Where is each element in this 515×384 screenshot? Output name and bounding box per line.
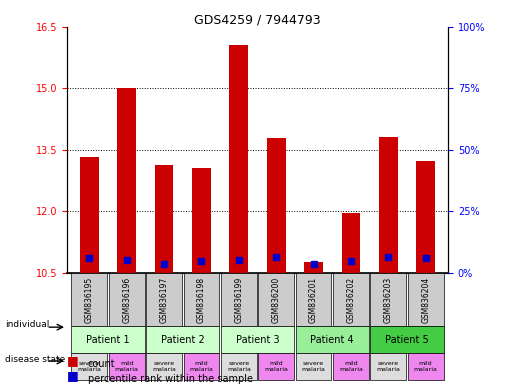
- FancyBboxPatch shape: [370, 353, 406, 380]
- FancyBboxPatch shape: [258, 273, 294, 326]
- FancyBboxPatch shape: [146, 353, 182, 380]
- Bar: [267, 138, 285, 273]
- Text: Patient 2: Patient 2: [161, 335, 204, 345]
- Text: GSM836196: GSM836196: [122, 276, 131, 323]
- Text: GDS4259 / 7944793: GDS4259 / 7944793: [194, 13, 321, 26]
- Text: severe
malaria: severe malaria: [152, 361, 176, 372]
- FancyBboxPatch shape: [72, 273, 107, 326]
- Bar: [416, 161, 435, 273]
- Bar: [154, 166, 174, 273]
- FancyBboxPatch shape: [146, 326, 219, 353]
- Text: GSM836201: GSM836201: [309, 276, 318, 323]
- Text: Patient 4: Patient 4: [311, 335, 354, 345]
- Bar: [80, 157, 99, 273]
- FancyBboxPatch shape: [296, 353, 332, 380]
- FancyBboxPatch shape: [370, 326, 443, 353]
- Text: individual: individual: [5, 320, 49, 329]
- FancyBboxPatch shape: [370, 273, 406, 326]
- Text: count: count: [88, 359, 115, 369]
- FancyBboxPatch shape: [258, 353, 294, 380]
- Bar: [230, 45, 248, 273]
- Text: mild
malaria: mild malaria: [414, 361, 438, 372]
- Text: GSM836203: GSM836203: [384, 276, 393, 323]
- Text: GSM836198: GSM836198: [197, 276, 206, 323]
- Text: mild
malaria: mild malaria: [190, 361, 213, 372]
- Bar: [341, 213, 360, 273]
- FancyBboxPatch shape: [333, 273, 369, 326]
- Text: GSM836195: GSM836195: [85, 276, 94, 323]
- Text: Patient 1: Patient 1: [86, 335, 130, 345]
- FancyBboxPatch shape: [183, 353, 219, 380]
- FancyBboxPatch shape: [183, 273, 219, 326]
- Text: Patient 3: Patient 3: [236, 335, 279, 345]
- FancyBboxPatch shape: [296, 273, 332, 326]
- Bar: [379, 137, 398, 273]
- FancyBboxPatch shape: [408, 273, 443, 326]
- Text: Patient 5: Patient 5: [385, 335, 429, 345]
- FancyBboxPatch shape: [221, 353, 257, 380]
- Text: severe
malaria: severe malaria: [376, 361, 400, 372]
- Text: severe
malaria: severe malaria: [77, 361, 101, 372]
- Text: ■: ■: [67, 369, 79, 382]
- Bar: [192, 168, 211, 273]
- Text: GSM836204: GSM836204: [421, 276, 430, 323]
- FancyBboxPatch shape: [109, 353, 145, 380]
- Bar: [304, 262, 323, 273]
- FancyBboxPatch shape: [146, 273, 182, 326]
- FancyBboxPatch shape: [72, 326, 145, 353]
- Text: GSM836199: GSM836199: [234, 276, 243, 323]
- FancyBboxPatch shape: [296, 326, 369, 353]
- FancyBboxPatch shape: [408, 353, 443, 380]
- FancyBboxPatch shape: [221, 326, 294, 353]
- Text: disease state: disease state: [5, 354, 65, 364]
- Text: mild
malaria: mild malaria: [339, 361, 363, 372]
- Text: GSM836197: GSM836197: [160, 276, 168, 323]
- FancyBboxPatch shape: [72, 353, 107, 380]
- Text: GSM836202: GSM836202: [347, 276, 355, 323]
- FancyBboxPatch shape: [109, 273, 145, 326]
- Text: percentile rank within the sample: percentile rank within the sample: [88, 374, 252, 384]
- FancyBboxPatch shape: [333, 353, 369, 380]
- Text: severe
malaria: severe malaria: [227, 361, 251, 372]
- Text: GSM836200: GSM836200: [272, 276, 281, 323]
- FancyBboxPatch shape: [221, 273, 257, 326]
- Bar: [117, 88, 136, 273]
- Text: ■: ■: [67, 354, 79, 367]
- Text: mild
malaria: mild malaria: [115, 361, 139, 372]
- Text: severe
malaria: severe malaria: [302, 361, 325, 372]
- Text: mild
malaria: mild malaria: [264, 361, 288, 372]
